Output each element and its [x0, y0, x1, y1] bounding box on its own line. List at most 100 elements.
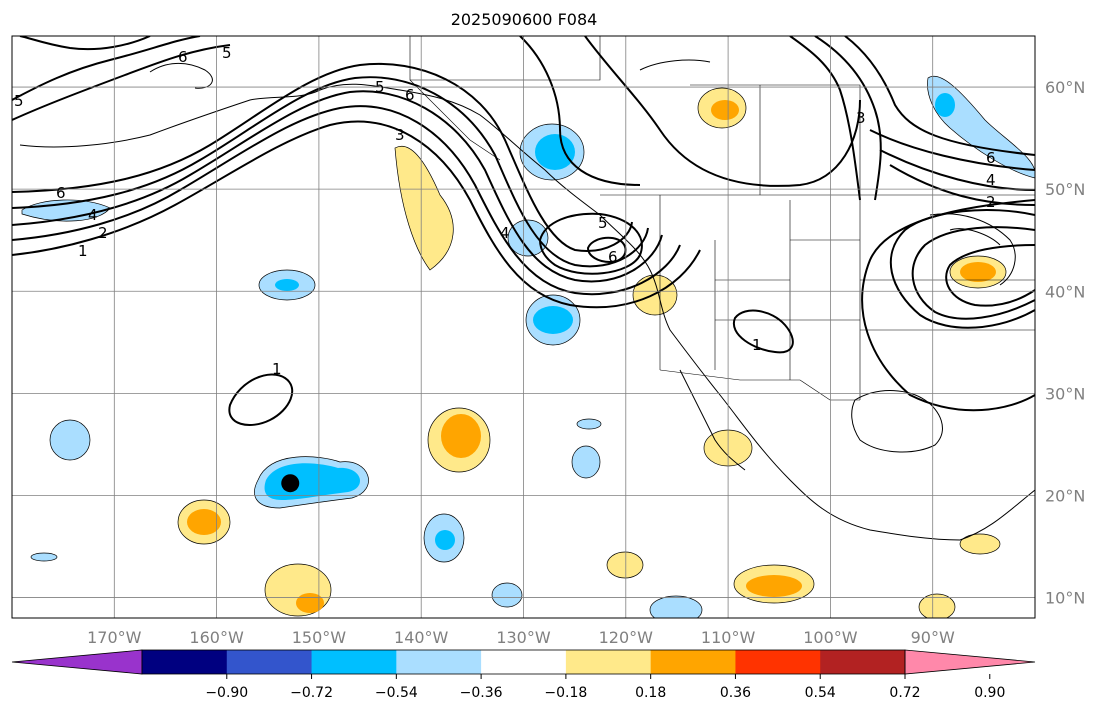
negative-anomaly-area [649, 595, 703, 618]
latitude-tick-label: 20°N [1045, 486, 1085, 505]
latitude-tick-labels: 60°N 50°N 40°N 30°N 20°N 10°N [1045, 78, 1085, 608]
contour-line [12, 105, 681, 296]
contour-label: 4 [986, 171, 996, 189]
contour-line [12, 76, 649, 268]
contour-line [586, 236, 627, 264]
negative-anomaly-area [491, 582, 523, 608]
contour-line [12, 36, 201, 101]
positive-anomaly-core [746, 575, 802, 597]
map-title: 2025090600 F084 [450, 10, 598, 29]
gridlines [12, 36, 1035, 618]
colorbar-tick-label: −0.54 [375, 685, 418, 701]
contour-label-layer: 5 6 5 6 3 6 4 2 1 3 5 6 4 1 1 6 4 2 5 [14, 44, 996, 378]
positive-anomaly-core [187, 509, 221, 535]
contour-label: 3 [395, 126, 405, 144]
colorbar-extend-low [11, 649, 143, 675]
latitude-tick-label: 60°N [1045, 78, 1085, 97]
colorbar-frame [141, 649, 906, 675]
contour-label: 1 [752, 336, 762, 354]
contour-layer [12, 36, 1035, 426]
contour-line [869, 129, 1035, 171]
longitude-tick-labels: 170°W 160°W 150°W 140°W 130°W 120°W 110°W 100°W… [87, 628, 955, 647]
negative-anomaly-area [576, 418, 602, 430]
colorbar-swatch [481, 650, 567, 674]
positive-anomaly-core [296, 593, 324, 613]
colorbar-swatch [650, 650, 736, 674]
colorbar-extend-high [904, 649, 1036, 675]
negative-anomaly-core [535, 134, 575, 170]
longitude-tick-label: 100°W [803, 628, 858, 647]
colorbar-swatch [396, 650, 482, 674]
colorbar-swatch [311, 650, 397, 674]
contour-line [889, 164, 1035, 206]
longitude-tick-label: 110°W [701, 628, 756, 647]
contour-line [12, 90, 663, 283]
contour-label: 5 [14, 92, 24, 110]
coastline-layer [19, 59, 1035, 541]
contour-label: 3 [856, 109, 866, 127]
storm-center-marker [281, 474, 300, 493]
negative-anomaly-area [30, 552, 58, 562]
contour-label: 5 [598, 214, 608, 232]
longitude-tick-label: 140°W [394, 628, 449, 647]
colorbar-swatch [565, 650, 652, 674]
contour-line [861, 199, 1035, 412]
negative-anomaly-core [533, 306, 573, 334]
colorbar-tick-label: 0.54 [805, 685, 836, 701]
contour-line [519, 36, 641, 186]
longitude-tick-label: 170°W [87, 628, 142, 647]
colorbar-tick-label: 0.18 [635, 685, 666, 701]
contour-line [12, 63, 633, 252]
anomaly-fill-layer [21, 76, 1035, 618]
contour-label: 4 [500, 224, 510, 242]
colorbar-tick-label: −0.36 [460, 685, 503, 701]
contour-label: 6 [986, 149, 996, 167]
contour-line [889, 209, 1035, 329]
colorbar-swatch [226, 650, 313, 674]
contour-line [12, 44, 231, 121]
negative-anomaly-core [275, 279, 299, 291]
negative-anomaly-area [49, 419, 91, 461]
contour-line [12, 120, 701, 309]
latitude-tick-label: 40°N [1045, 282, 1085, 301]
longitude-tick-label: 90°W [911, 628, 955, 647]
colorbar [11, 649, 1036, 675]
negative-anomaly-core [935, 93, 955, 117]
colorbar-tick-label: 0.90 [974, 685, 1005, 701]
negative-anomaly-area [571, 445, 601, 479]
contour-line [789, 36, 861, 201]
contour-line [584, 36, 861, 187]
positive-anomaly-core [441, 414, 481, 458]
colorbar-tick-label: −0.18 [544, 685, 587, 701]
contour-label: 6 [56, 184, 66, 202]
colorbar-swatch [142, 650, 228, 674]
colorbar-tick-label: 0.36 [720, 685, 751, 701]
negative-anomaly-core [435, 530, 455, 550]
contour-label: 5 [222, 44, 232, 62]
negative-anomaly-area [507, 219, 549, 257]
contour-label: 2 [986, 193, 996, 211]
longitude-tick-label: 130°W [496, 628, 551, 647]
contour-line [19, 36, 151, 51]
longitude-tick-label: 160°W [189, 628, 244, 647]
positive-anomaly-core [960, 262, 996, 282]
contour-line [911, 226, 1035, 320]
latitude-tick-label: 50°N [1045, 180, 1085, 199]
contour-line [538, 212, 643, 275]
longitude-tick-label: 150°W [292, 628, 347, 647]
positive-anomaly-area [606, 551, 644, 579]
latitude-tick-label: 10°N [1045, 589, 1085, 608]
contour-label: 1 [78, 242, 88, 260]
colorbar-tick-label: 0.72 [889, 685, 920, 701]
latitude-tick-label: 30°N [1045, 384, 1085, 403]
colorbar-tick-label: −0.90 [205, 685, 248, 701]
contour-label: 4 [88, 206, 98, 224]
contour-label: 1 [272, 360, 282, 378]
positive-anomaly-area [959, 533, 1001, 555]
contour-label: 6 [405, 86, 415, 104]
colorbar-tick-label: −0.72 [290, 685, 333, 701]
colorbar-swatch [735, 650, 821, 674]
colorbar-tick-labels: −0.90 −0.72 −0.54 −0.36 −0.18 0.18 0.36 0.54 0.7… [205, 674, 1005, 701]
positive-anomaly-core [711, 100, 739, 120]
